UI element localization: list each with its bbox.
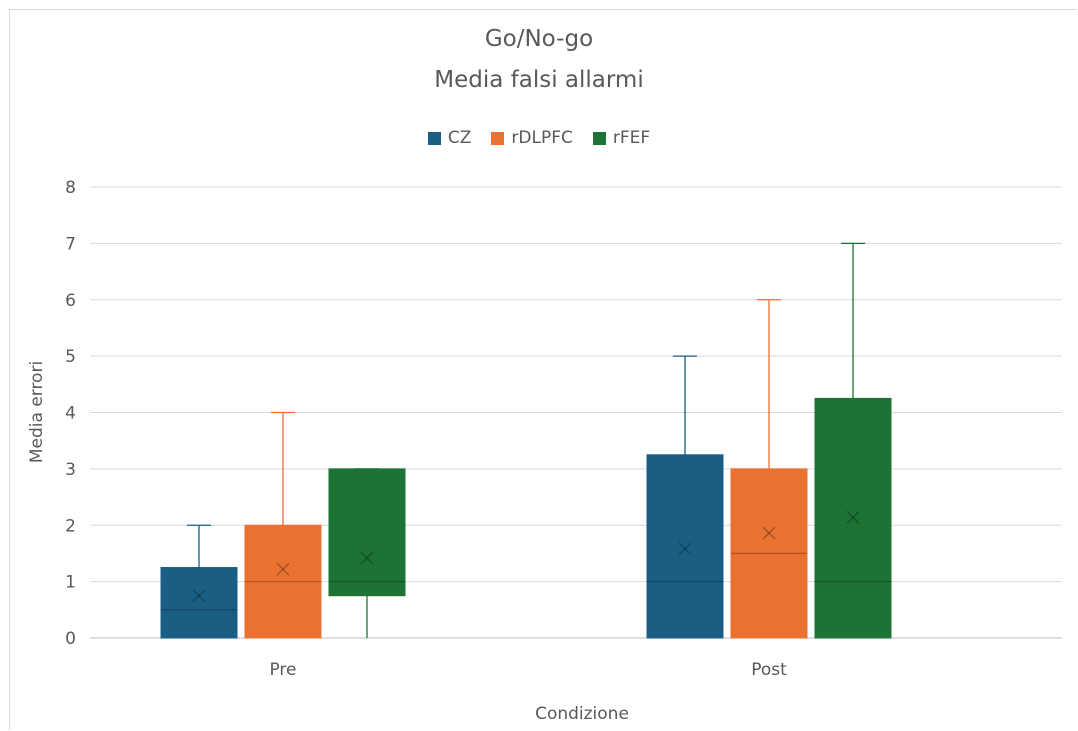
x-axis-title: Condizione xyxy=(535,704,629,724)
y-tick-label: 0 xyxy=(65,629,76,649)
y-tick-label: 5 xyxy=(65,347,76,367)
y-tick-label: 7 xyxy=(65,234,76,254)
box-rfef xyxy=(329,469,405,596)
box-cz xyxy=(647,455,723,638)
x-tick-label: Pre xyxy=(269,660,296,680)
box-cz xyxy=(161,568,237,638)
y-tick-label: 2 xyxy=(65,516,76,536)
y-tick-label: 6 xyxy=(65,291,76,311)
y-tick-label: 8 xyxy=(65,178,76,198)
x-tick-label: Post xyxy=(751,660,787,680)
y-tick-label: 1 xyxy=(65,573,76,593)
y-tick-label: 4 xyxy=(65,404,76,424)
y-axis-title: Media errori xyxy=(27,361,47,463)
y-tick-label: 3 xyxy=(65,460,76,480)
